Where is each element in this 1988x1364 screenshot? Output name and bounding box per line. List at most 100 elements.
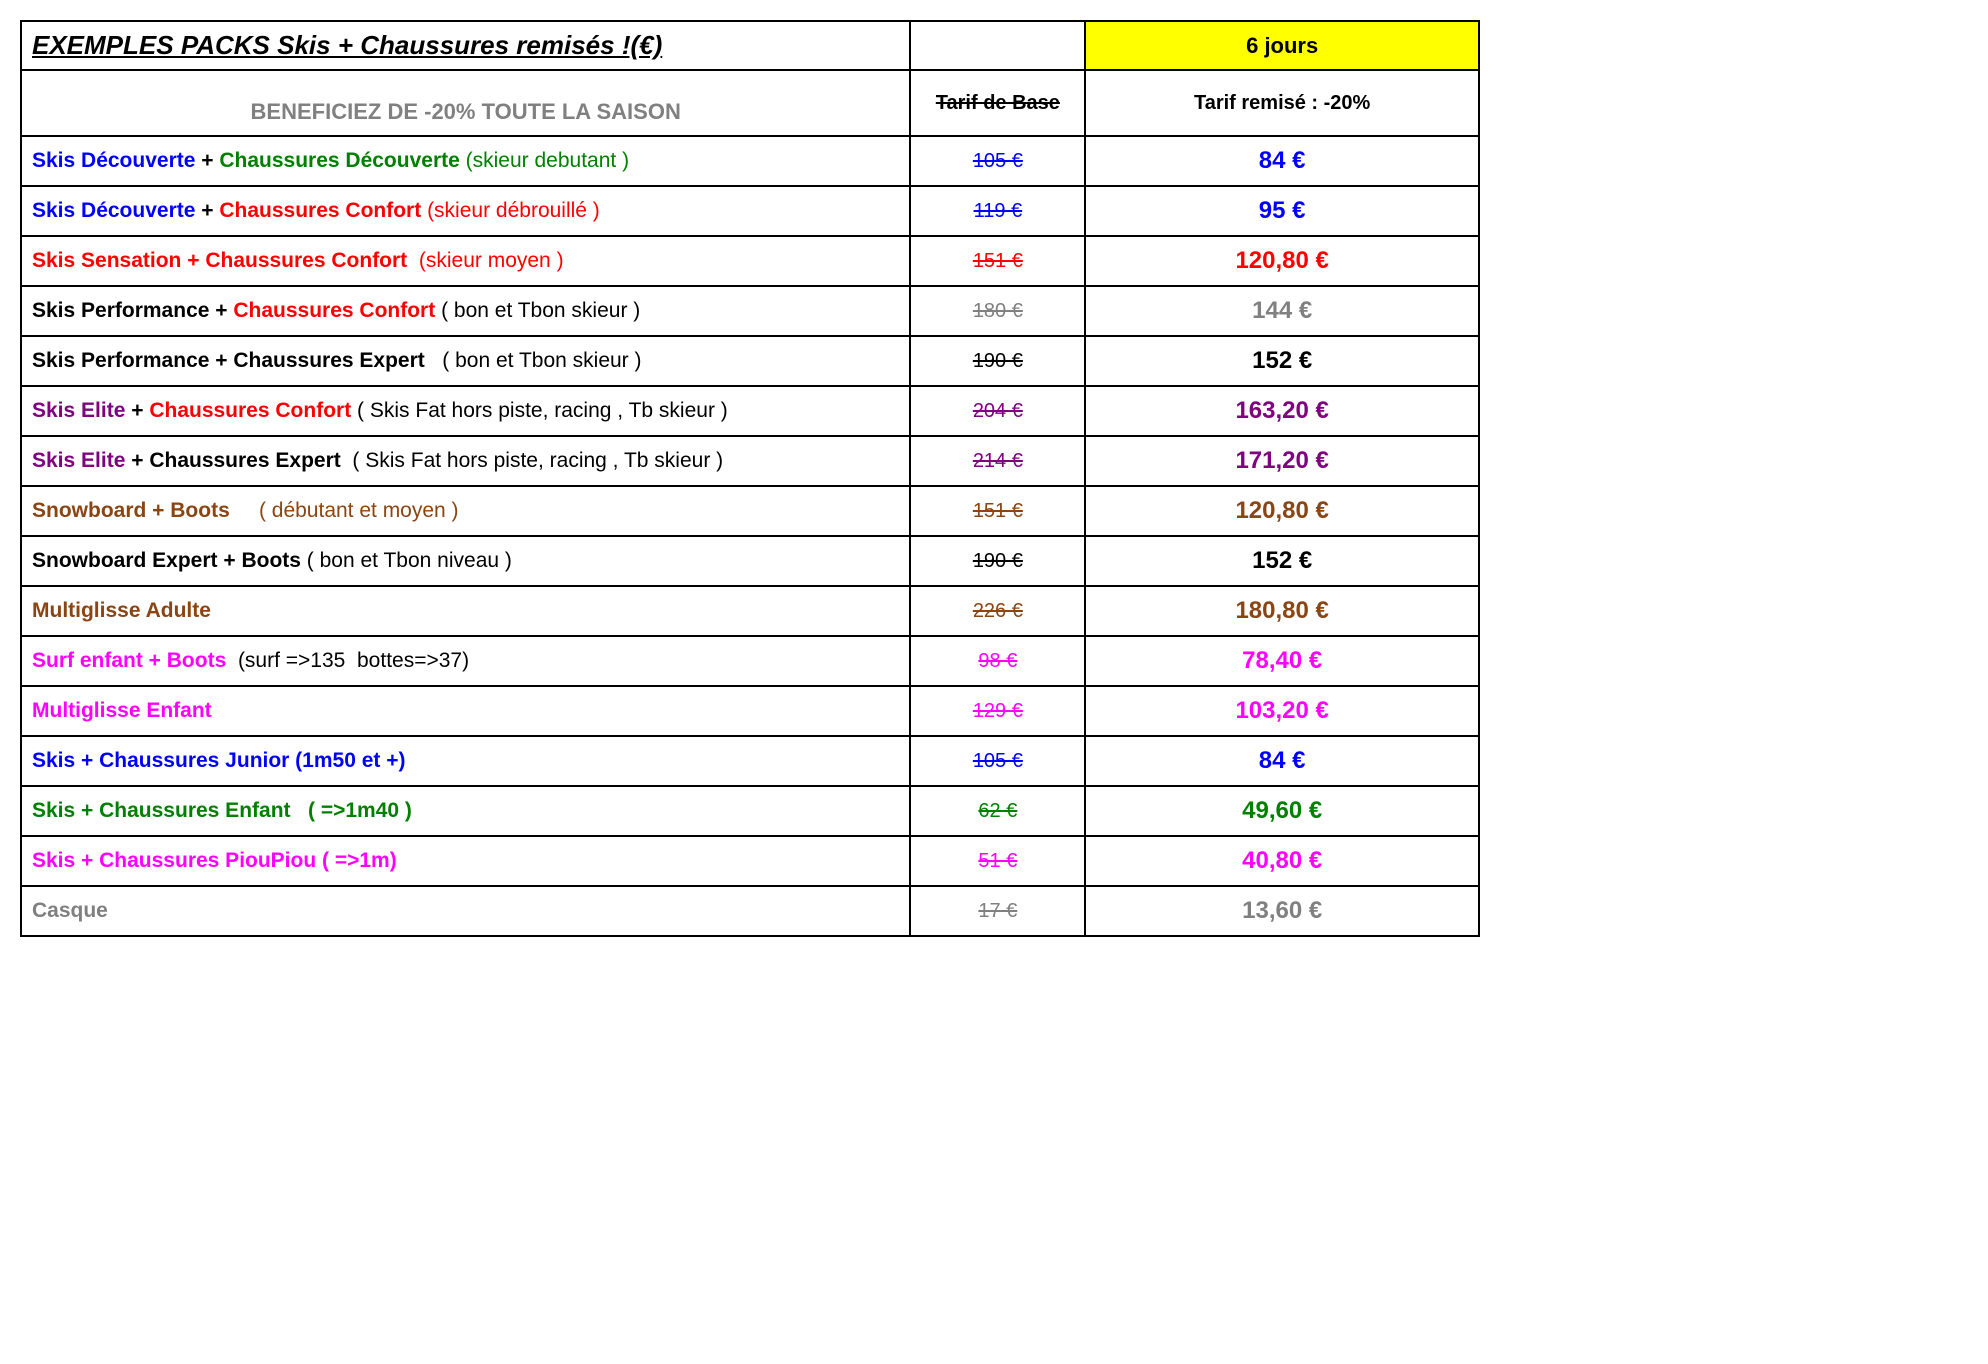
- desc-segment: Multiglisse Enfant: [32, 699, 212, 722]
- table-row: Skis Elite + Chaussures Expert ( Skis Fa…: [21, 436, 1479, 486]
- desc-segment: +: [125, 399, 149, 422]
- pack-description: Multiglisse Adulte: [21, 586, 910, 636]
- desc-segment: Skis Elite: [32, 449, 125, 472]
- table-title: EXEMPLES PACKS Skis + Chaussures remisés…: [21, 21, 910, 70]
- desc-segment: ( bon et Tbon skieur ): [442, 349, 641, 372]
- desc-segment: Chaussures Confort: [149, 399, 357, 422]
- header-row-2: BENEFICIEZ DE -20% TOUTE LA SAISON Tarif…: [21, 70, 1479, 136]
- desc-segment: (skieur debutant ): [466, 149, 629, 172]
- base-price: 51 €: [910, 836, 1085, 886]
- discounted-price: 84 €: [1085, 736, 1479, 786]
- desc-segment: Skis + Chaussures PiouPiou ( =>1m): [32, 849, 397, 872]
- discounted-price: 49,60 €: [1085, 786, 1479, 836]
- base-price: 151 €: [910, 236, 1085, 286]
- desc-segment: Multiglisse Adulte: [32, 599, 211, 622]
- base-price: 190 €: [910, 536, 1085, 586]
- discounted-price: 40,80 €: [1085, 836, 1479, 886]
- discounted-price: 95 €: [1085, 186, 1479, 236]
- desc-segment: Chaussures Confort: [233, 299, 441, 322]
- empty-header: [910, 21, 1085, 70]
- table-row: Snowboard + Boots ( débutant et moyen ) 1…: [21, 486, 1479, 536]
- base-price: 105 €: [910, 136, 1085, 186]
- table-row: Skis Découverte + Chaussures Confort (sk…: [21, 186, 1479, 236]
- discounted-price: 144 €: [1085, 286, 1479, 336]
- desc-segment: ( Skis Fat hors piste, racing , Tb skieu…: [357, 399, 728, 422]
- pack-description: Skis Découverte + Chaussures Confort (sk…: [21, 186, 910, 236]
- pack-description: Multiglisse Enfant: [21, 686, 910, 736]
- desc-segment: Snowboard Expert + Boots: [32, 549, 307, 572]
- table-row: Surf enfant + Boots (surf =>135 bottes=>…: [21, 636, 1479, 686]
- table-row: Snowboard Expert + Boots ( bon et Tbon n…: [21, 536, 1479, 586]
- pack-description: Skis Performance + Chaussures Expert ( b…: [21, 336, 910, 386]
- desc-segment: Skis Sensation + Chaussures Confort: [32, 249, 419, 272]
- table-row: Skis Performance + Chaussures Confort ( …: [21, 286, 1479, 336]
- table-row: Multiglisse Adulte 226 €180,80 €: [21, 586, 1479, 636]
- desc-segment: ( bon et Tbon skieur ): [441, 299, 640, 322]
- desc-segment: (surf =>135 bottes=>37): [238, 649, 469, 672]
- table-row: Casque 17 €13,60 €: [21, 886, 1479, 936]
- desc-segment: ( débutant et moyen ): [259, 499, 459, 522]
- discounted-price: 171,20 €: [1085, 436, 1479, 486]
- desc-segment: Skis Découverte: [32, 199, 195, 222]
- desc-segment: ( Skis Fat hors piste, racing , Tb skieu…: [352, 449, 723, 472]
- base-price: 226 €: [910, 586, 1085, 636]
- base-price: 98 €: [910, 636, 1085, 686]
- pack-description: Skis Elite + Chaussures Confort ( Skis F…: [21, 386, 910, 436]
- base-price: 129 €: [910, 686, 1085, 736]
- base-price: 17 €: [910, 886, 1085, 936]
- desc-segment: Casque: [32, 899, 108, 922]
- table-row: Skis Découverte + Chaussures Découverte …: [21, 136, 1479, 186]
- pack-description: Skis Sensation + Chaussures Confort (ski…: [21, 236, 910, 286]
- base-price: 204 €: [910, 386, 1085, 436]
- table-row: Skis Elite + Chaussures Confort ( Skis F…: [21, 386, 1479, 436]
- pack-description: Casque: [21, 886, 910, 936]
- base-price: 119 €: [910, 186, 1085, 236]
- base-price: 62 €: [910, 786, 1085, 836]
- desc-segment: (skieur moyen ): [419, 249, 564, 272]
- base-price-header: Tarif de Base: [910, 70, 1085, 136]
- desc-segment: Skis Découverte: [32, 149, 195, 172]
- desc-segment: +: [195, 199, 219, 222]
- pack-description: Surf enfant + Boots (surf =>135 bottes=>…: [21, 636, 910, 686]
- table-row: Skis + Chaussures Enfant ( =>1m40 ) 62 €4…: [21, 786, 1479, 836]
- desc-segment: Surf enfant + Boots: [32, 649, 238, 672]
- table-row: Skis Sensation + Chaussures Confort (ski…: [21, 236, 1479, 286]
- desc-segment: Chaussures Confort: [219, 199, 427, 222]
- desc-segment: Skis + Chaussures Enfant ( =>1m40 ): [32, 799, 412, 822]
- desc-segment: +: [195, 149, 219, 172]
- discounted-price: 78,40 €: [1085, 636, 1479, 686]
- discounted-price: 152 €: [1085, 336, 1479, 386]
- table-row: Skis + Chaussures Junior (1m50 et +) 105 …: [21, 736, 1479, 786]
- pack-description: Skis Performance + Chaussures Confort ( …: [21, 286, 910, 336]
- desc-segment: Snowboard + Boots: [32, 499, 259, 522]
- table-row: Skis Performance + Chaussures Expert ( b…: [21, 336, 1479, 386]
- pack-description: Skis Découverte + Chaussures Découverte …: [21, 136, 910, 186]
- pack-description: Skis + Chaussures PiouPiou ( =>1m): [21, 836, 910, 886]
- desc-segment: Skis + Chaussures Junior (1m50 et +): [32, 749, 406, 772]
- base-price: 105 €: [910, 736, 1085, 786]
- table-row: Multiglisse Enfant 129 €103,20 €: [21, 686, 1479, 736]
- desc-segment: Chaussures Découverte: [219, 149, 465, 172]
- table-header: EXEMPLES PACKS Skis + Chaussures remisés…: [21, 21, 1479, 136]
- discounted-price: 120,80 €: [1085, 236, 1479, 286]
- pack-description: Snowboard + Boots ( débutant et moyen ): [21, 486, 910, 536]
- desc-segment: (skieur débrouillé ): [427, 199, 600, 222]
- base-price: 180 €: [910, 286, 1085, 336]
- desc-segment: Skis Performance +: [32, 299, 233, 322]
- table-body: Skis Découverte + Chaussures Découverte …: [21, 136, 1479, 936]
- desc-segment: +: [125, 449, 149, 472]
- discounted-price: 163,20 €: [1085, 386, 1479, 436]
- period-header: 6 jours: [1085, 21, 1479, 70]
- desc-segment: Skis Elite: [32, 399, 125, 422]
- discounted-price: 84 €: [1085, 136, 1479, 186]
- header-row-1: EXEMPLES PACKS Skis + Chaussures remisés…: [21, 21, 1479, 70]
- base-price: 190 €: [910, 336, 1085, 386]
- discounted-price: 120,80 €: [1085, 486, 1479, 536]
- pack-description: Skis + Chaussures Junior (1m50 et +): [21, 736, 910, 786]
- discounted-price: 180,80 €: [1085, 586, 1479, 636]
- discounted-price: 103,20 €: [1085, 686, 1479, 736]
- desc-segment: ( bon et Tbon niveau ): [307, 549, 512, 572]
- pack-description: Skis Elite + Chaussures Expert ( Skis Fa…: [21, 436, 910, 486]
- discounted-price: 13,60 €: [1085, 886, 1479, 936]
- table-row: Skis + Chaussures PiouPiou ( =>1m) 51 €40…: [21, 836, 1479, 886]
